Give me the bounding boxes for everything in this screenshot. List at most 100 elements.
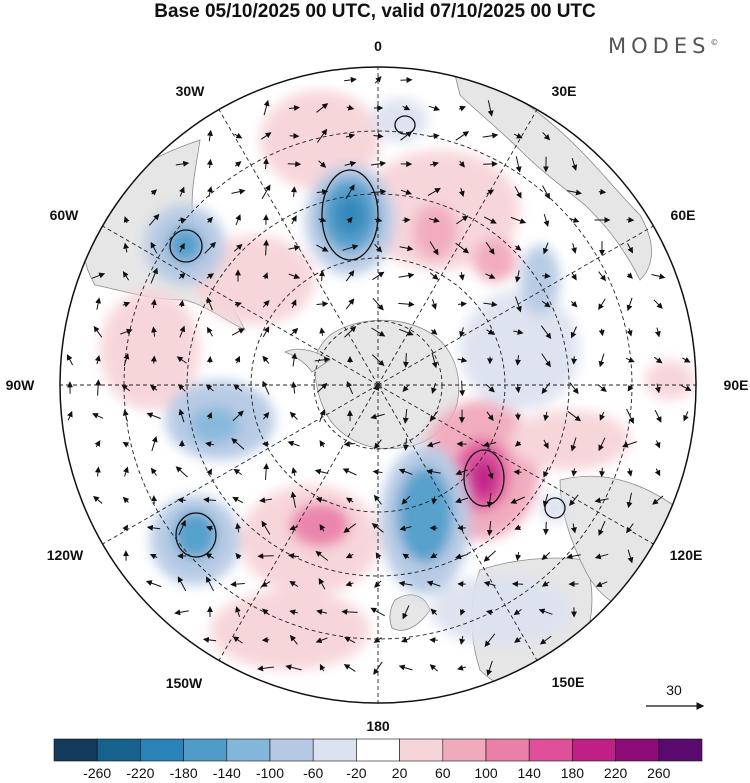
wind-arrow (233, 468, 242, 476)
positive-anomaly (195, 235, 315, 325)
wind-arrow (290, 491, 297, 508)
wind-arrow (235, 214, 241, 226)
negative-anomaly (190, 407, 240, 443)
wind-arrow (543, 213, 550, 227)
wind-arrow (457, 356, 468, 363)
wind-arrow (510, 496, 525, 504)
colorbar-swatch (615, 738, 660, 762)
wind-arrow (431, 299, 437, 310)
wind-arrow (598, 188, 607, 195)
wind-arrow (261, 581, 271, 587)
wind-arrow (513, 608, 522, 616)
wind-arrow (514, 440, 522, 447)
wind-arrow (316, 300, 329, 307)
wind-arrow (594, 553, 609, 560)
wind-arrow (207, 129, 214, 142)
circulation-loops (169, 115, 566, 558)
meridian-line (218, 384, 379, 661)
wind-arrow (569, 494, 579, 506)
wind-arrow (205, 553, 214, 559)
wind-arrow (567, 410, 582, 422)
wind-arrow (598, 520, 606, 536)
map-title: Base 05/10/2025 00 UTC, valid 07/10/2025… (154, 1, 596, 22)
wind-arrow (427, 187, 441, 197)
wind-arrow (459, 327, 465, 338)
colorbar-swatch (399, 738, 444, 762)
positive-anomaly (413, 204, 457, 260)
wind-arrow (682, 357, 691, 363)
wind-arrow (232, 636, 243, 644)
wind-arrow (514, 186, 522, 199)
vortex-loop (463, 449, 505, 507)
wind-arrow (541, 300, 551, 308)
wind-arrow (257, 665, 274, 672)
wind-arrow (344, 160, 357, 167)
wind-arrow (288, 244, 301, 251)
reference-vector: 30 (646, 682, 705, 710)
wind-arrow (652, 495, 664, 505)
wind-arrow (374, 216, 383, 223)
wind-arrow (123, 242, 130, 253)
wind-arrow (205, 525, 214, 532)
lon-label-150e: 150E (552, 674, 585, 690)
wind-arrow (345, 133, 356, 140)
vortex-loop (169, 229, 203, 263)
wind-arrow (235, 522, 242, 533)
colorbar-tick-label: 260 (647, 765, 671, 781)
wind-arrow (456, 215, 469, 225)
wind-arrow (543, 466, 549, 478)
wind-arrow (626, 468, 633, 477)
wind-arrow (625, 356, 635, 363)
wind-arrow (290, 299, 297, 309)
wind-arrow (145, 580, 162, 588)
wind-arrow (315, 550, 329, 561)
wind-arrow (344, 326, 357, 338)
wind-arrow (429, 241, 439, 256)
wind-arrow (429, 410, 439, 422)
meridian-line (218, 109, 379, 386)
wind-arrow (542, 521, 549, 536)
lon-label-30e: 30E (552, 83, 577, 99)
meridian-line (377, 384, 654, 545)
wind-arrow (179, 186, 185, 197)
wind-arrow (346, 104, 355, 111)
wind-arrow (174, 609, 189, 616)
wind-arrow (288, 553, 300, 559)
wind-arrow (515, 156, 522, 173)
wind-arrow (401, 495, 411, 505)
wind-arrow (289, 634, 298, 645)
wind-arrow (121, 384, 131, 392)
positive-anomaly (470, 458, 498, 498)
wind-arrow (235, 552, 242, 560)
wind-arrow (483, 580, 496, 587)
wind-arrow (261, 132, 272, 140)
wind-arrow (178, 299, 185, 308)
wind-arrow (150, 267, 158, 284)
wind-arrow (262, 299, 270, 308)
wind-arrow (319, 327, 326, 336)
wind-arrow (459, 380, 466, 397)
wind-arrow (402, 438, 409, 451)
wind-arrow (485, 241, 495, 255)
lon-label-60e: 60E (671, 207, 696, 223)
lon-label-90e: 90E (724, 377, 749, 393)
wind-arrow (598, 298, 606, 310)
wind-arrow (343, 523, 357, 533)
wind-arrow (263, 412, 270, 420)
wind-arrow (543, 439, 549, 449)
negative-anomaly (334, 195, 366, 235)
colorbar-tick-label: 180 (561, 765, 585, 781)
wind-arrow (94, 466, 101, 477)
wind-arrow (343, 441, 356, 448)
wind-arrow (263, 99, 270, 116)
wind-arrow (319, 663, 326, 672)
wind-arrow (484, 633, 496, 647)
wind-arrow (455, 469, 468, 476)
lon-label-120w: 120W (47, 547, 84, 563)
wind-arrow (122, 524, 128, 532)
wind-arrow (123, 216, 130, 224)
wind-arrow (570, 326, 577, 339)
wind-arrow (122, 496, 130, 504)
wind-arrow (342, 244, 359, 251)
brand-mark: © (710, 38, 719, 47)
